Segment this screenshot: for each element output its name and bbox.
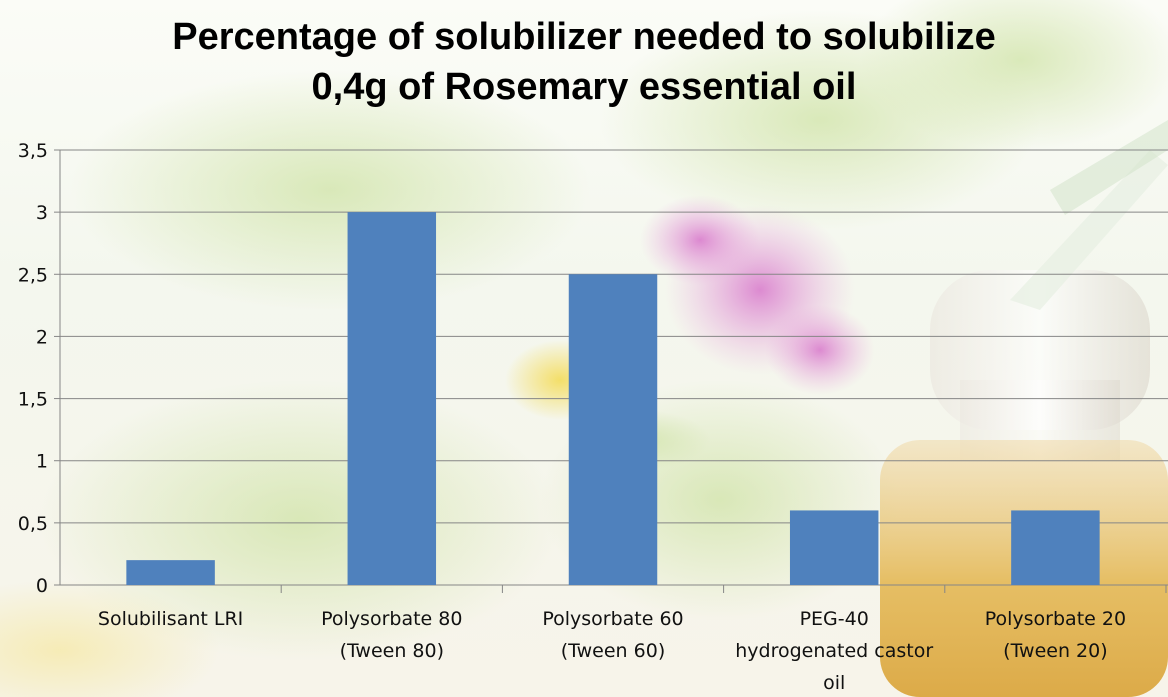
bar bbox=[568, 274, 658, 585]
bar bbox=[789, 510, 879, 585]
y-tick-label: 3,5 bbox=[18, 140, 48, 162]
chart-title-line-1: Percentage of solubilizer needed to solu… bbox=[172, 16, 996, 58]
y-tick-label: 3 bbox=[36, 202, 48, 224]
x-category-label: Polysorbate 60 (Tween 60) bbox=[542, 608, 683, 662]
x-category-label: Polysorbate 80 (Tween 80) bbox=[321, 608, 462, 662]
y-tick-label: 1 bbox=[36, 451, 48, 473]
x-category-label: Polysorbate 20 (Tween 20) bbox=[985, 608, 1126, 662]
y-tick-label: 2,5 bbox=[18, 264, 48, 286]
bar bbox=[347, 212, 437, 585]
bars bbox=[126, 212, 1100, 585]
x-category-label: Solubilisant LRI bbox=[98, 608, 243, 630]
bar bbox=[1011, 510, 1100, 585]
y-tick-label: 0 bbox=[36, 575, 48, 597]
y-tick-label: 2 bbox=[36, 326, 48, 348]
bar bbox=[126, 560, 215, 585]
x-axis-category-labels: Solubilisant LRI Polysorbate 80 (Tween 80)… bbox=[98, 608, 1126, 694]
y-tick-label: 0,5 bbox=[18, 513, 48, 535]
chart-title: Percentage of solubilizer needed to solu… bbox=[0, 12, 1168, 112]
y-tick-label: 1,5 bbox=[18, 389, 48, 411]
y-axis-tick-labels: 0 0,5 1 1,5 2 2,5 3 3,5 bbox=[18, 140, 48, 597]
chart-title-line-2: 0,4g of Rosemary essential oil bbox=[311, 66, 857, 108]
x-category-label: PEG-40 hydrogenated castor oil bbox=[735, 608, 933, 694]
